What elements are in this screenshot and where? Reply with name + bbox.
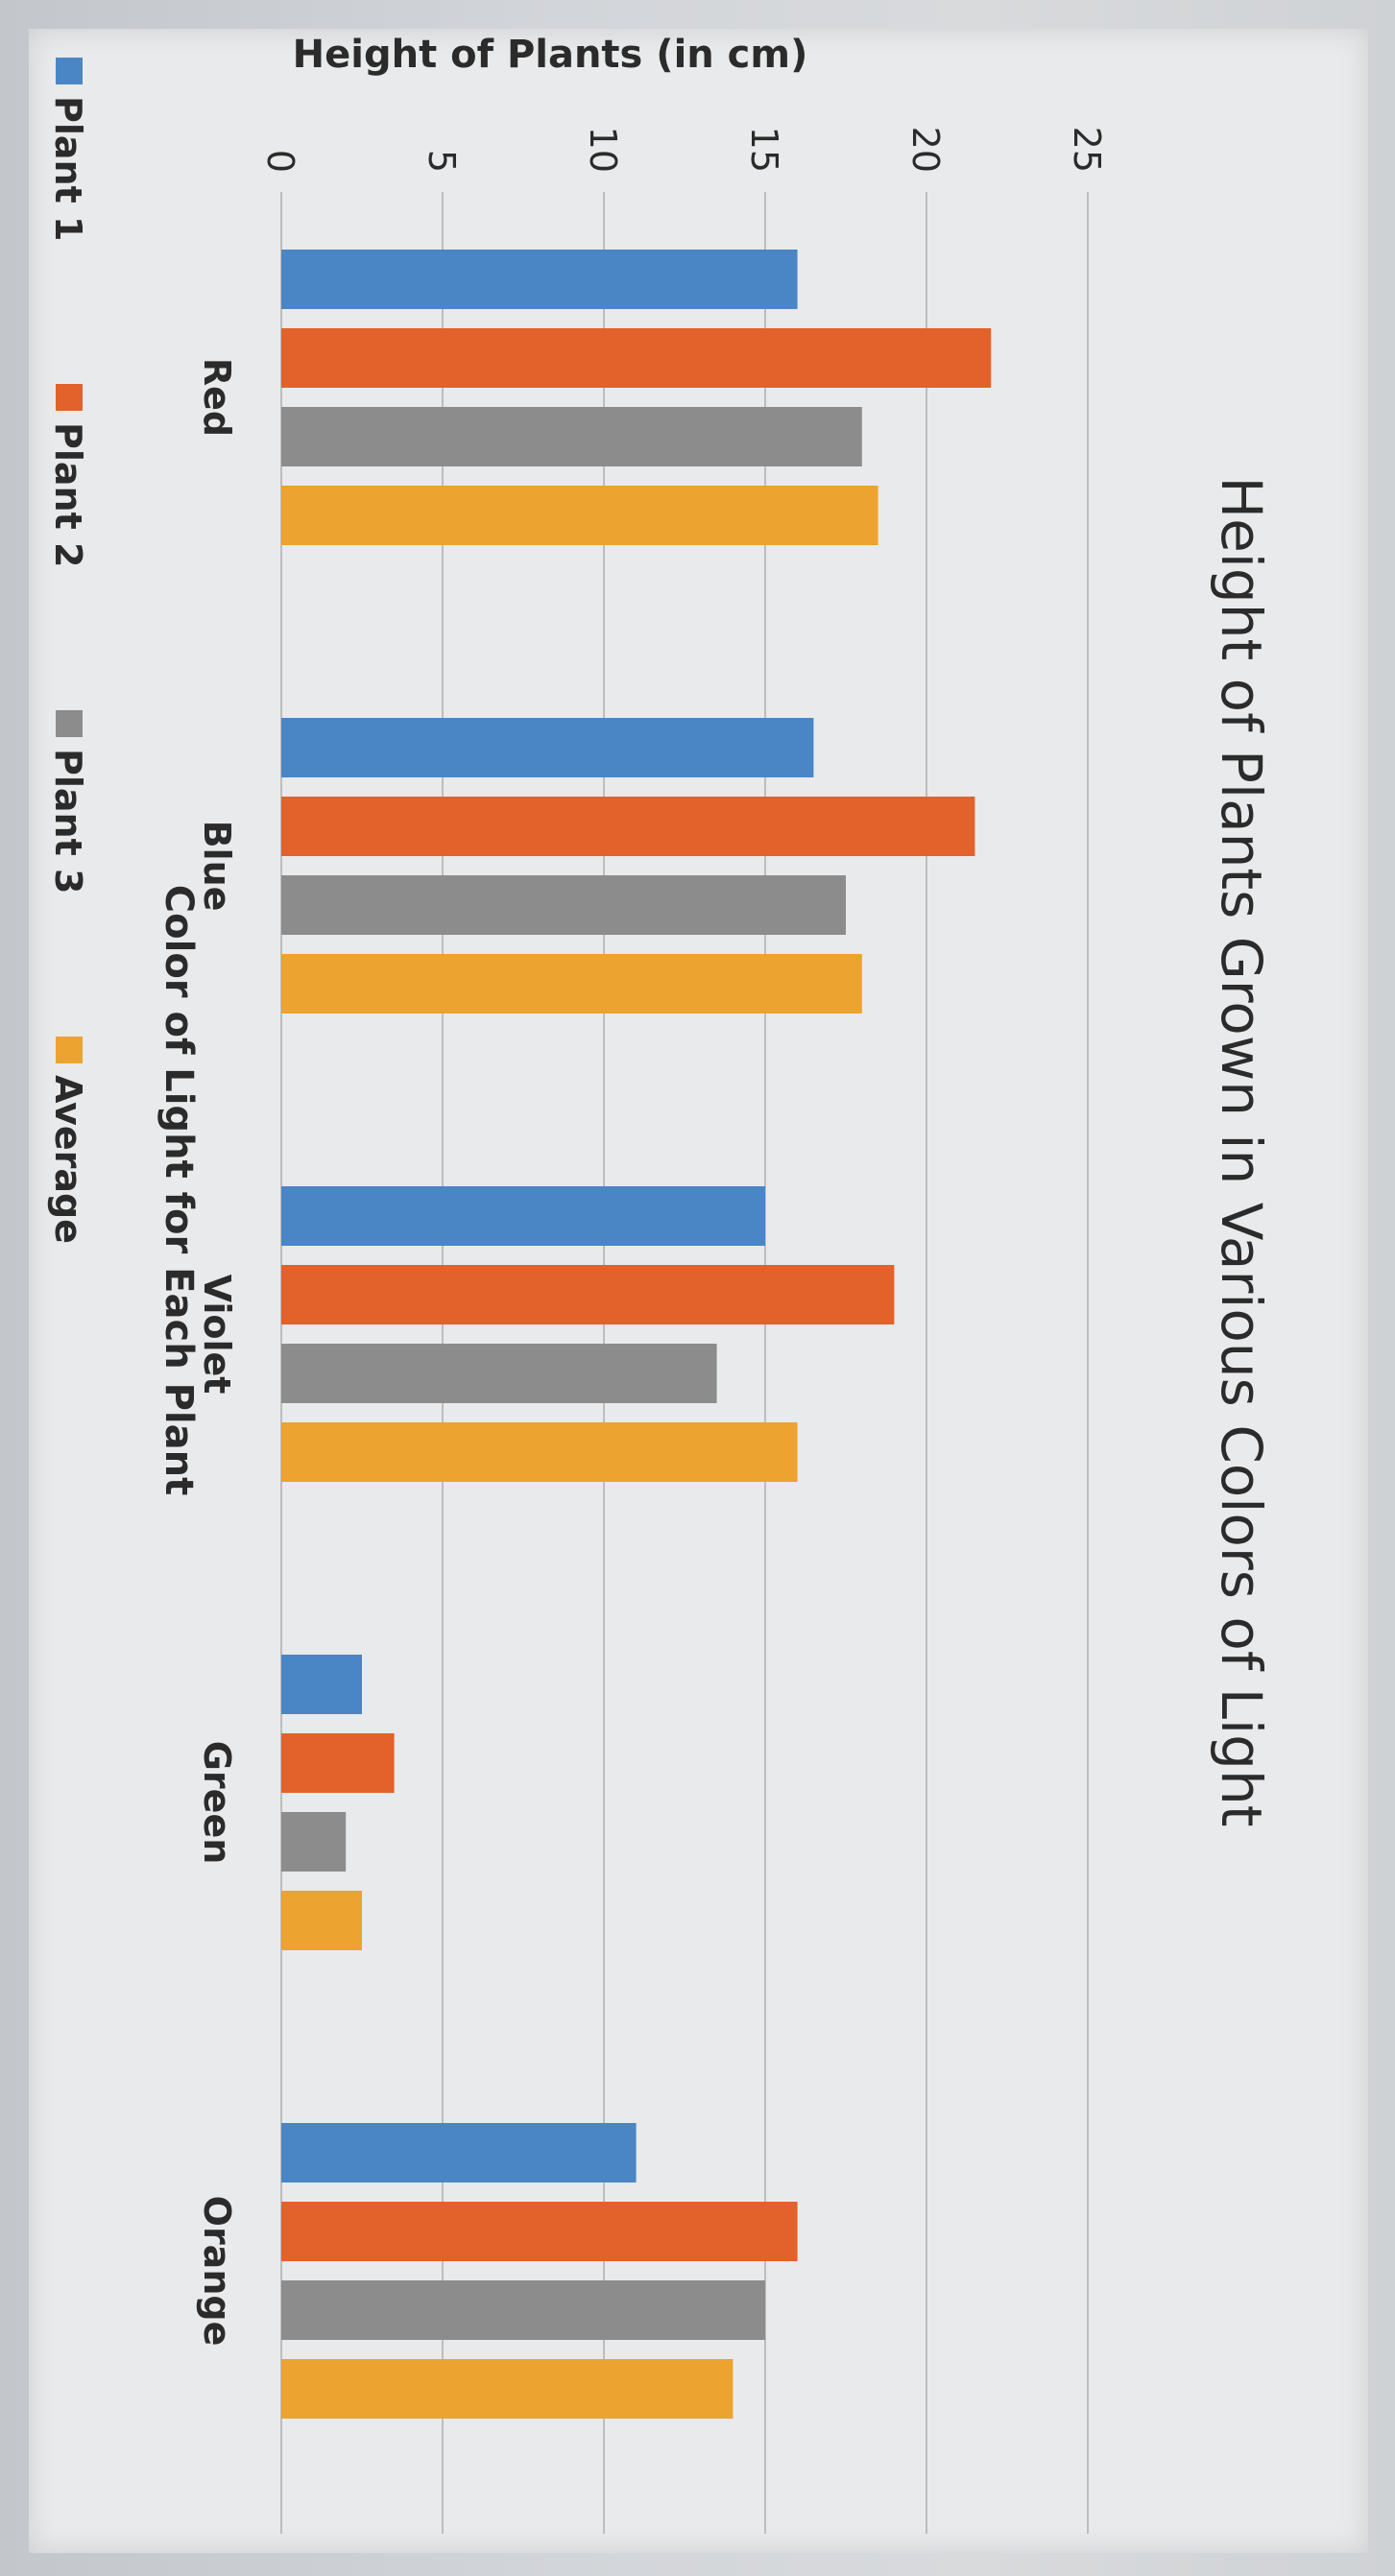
x-tick-labels: Red Blue Violet Green Orange bbox=[196, 358, 238, 2346]
legend-label: Plant 1 bbox=[47, 96, 89, 241]
x-tick-label: Blue bbox=[196, 821, 238, 912]
bar-average-green bbox=[281, 1891, 362, 1950]
y-tick-label: 15 bbox=[743, 127, 785, 173]
bar-plant-2-orange bbox=[281, 2202, 798, 2261]
y-tick-labels: 0 5 10 15 20 25 bbox=[259, 127, 1108, 173]
bar-plant-1-violet bbox=[281, 1186, 765, 1246]
bar-plant-1-blue bbox=[281, 718, 814, 777]
legend-swatch bbox=[56, 58, 83, 84]
bar-plant-3-blue bbox=[281, 875, 846, 935]
y-axis-title: Height of Plants (in cm) bbox=[293, 33, 808, 77]
legend-swatch bbox=[56, 1037, 83, 1063]
legend-label: Plant 3 bbox=[47, 749, 89, 894]
x-tick-label: Red bbox=[196, 358, 238, 437]
bar-plant-1-orange bbox=[280, 2123, 637, 2182]
bar-plant-2-green bbox=[280, 1733, 395, 1793]
legend-swatch bbox=[56, 710, 83, 737]
bar-plant-3-orange bbox=[281, 2280, 765, 2340]
bar-plant-2-red bbox=[281, 328, 992, 388]
bar-plant-3-green bbox=[280, 1812, 347, 1872]
bar-plant-2-blue bbox=[280, 797, 975, 856]
legend: Plant 1 Plant 2 Plant 3 Average bbox=[47, 58, 89, 1244]
y-tick-label: 0 bbox=[259, 150, 301, 173]
x-tick-label: Green bbox=[196, 1741, 238, 1865]
y-tick-label: 10 bbox=[582, 127, 624, 173]
bar-average-red bbox=[281, 486, 878, 545]
bars bbox=[280, 250, 992, 2419]
y-tick-label: 20 bbox=[904, 127, 947, 173]
y-tick-label: 5 bbox=[421, 150, 463, 173]
x-axis-title: Color of Light for Each Plant bbox=[156, 885, 201, 1495]
bar-average-violet bbox=[281, 1422, 798, 1482]
bar-average-orange bbox=[281, 2359, 734, 2419]
legend-label: Plant 2 bbox=[47, 422, 89, 567]
legend-swatch bbox=[56, 384, 83, 411]
x-tick-label: Violet bbox=[196, 1275, 238, 1395]
bar-plant-1-red bbox=[281, 250, 798, 309]
y-tick-label: 25 bbox=[1066, 127, 1108, 173]
bar-plant-3-red bbox=[281, 407, 862, 466]
legend-label: Average bbox=[47, 1075, 89, 1244]
bar-plant-2-violet bbox=[281, 1265, 895, 1324]
x-tick-label: Orange bbox=[196, 2196, 238, 2347]
bar-plant-1-green bbox=[281, 1655, 362, 1714]
chart-title: Height of Plants Grown in Various Colors… bbox=[1209, 477, 1274, 1827]
bar-average-blue bbox=[281, 954, 862, 1014]
bar-plant-3-violet bbox=[280, 1344, 717, 1403]
